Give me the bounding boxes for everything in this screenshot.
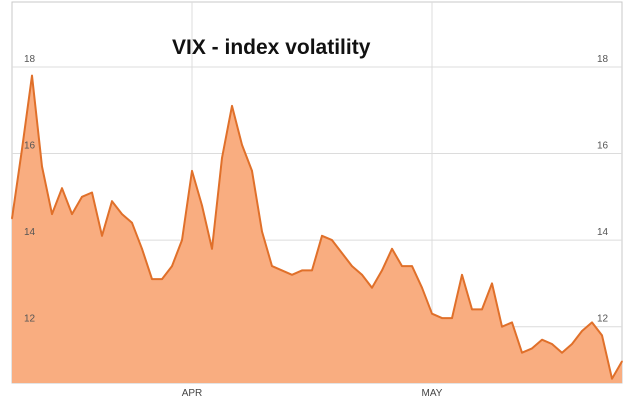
data-point: [301, 269, 303, 272]
data-point: [231, 105, 233, 107]
data-point: [591, 321, 593, 324]
data-point: [461, 273, 463, 276]
data-point: [101, 234, 103, 237]
x-tick-label-apr: APR: [182, 388, 203, 399]
chart-title: VIX - index volatility: [172, 36, 371, 59]
area-fill: [12, 75, 622, 383]
data-point: [221, 157, 223, 159]
data-point: [351, 265, 353, 267]
data-point: [311, 269, 313, 272]
y-tick-label-left-12: 12: [24, 314, 36, 325]
data-point: [521, 351, 523, 354]
y-tick-label-right-16: 16: [597, 141, 609, 152]
data-point: [291, 273, 293, 276]
data-point: [541, 338, 543, 341]
data-point: [241, 144, 243, 146]
data-point: [121, 213, 123, 215]
data-point: [481, 308, 483, 311]
data-point: [41, 165, 43, 168]
data-point: [251, 170, 253, 172]
data-point: [601, 334, 603, 337]
y-tick-label-left-16: 16: [24, 141, 36, 152]
data-point: [411, 265, 413, 267]
tick-labels-layer: 1212141416161818APRMAYJUN: [24, 54, 609, 399]
data-point: [441, 317, 443, 319]
data-point: [201, 204, 203, 207]
data-point: [611, 377, 613, 380]
data-point: [161, 278, 163, 280]
series-line: [11, 74, 623, 380]
data-point: [191, 170, 193, 172]
data-point: [331, 239, 333, 241]
data-point: [561, 351, 563, 354]
data-point: [11, 217, 13, 220]
data-point: [531, 347, 533, 350]
y-tick-label-right-12: 12: [597, 314, 609, 325]
data-point: [451, 317, 453, 319]
data-point: [371, 286, 373, 289]
data-point: [21, 148, 23, 151]
data-point: [261, 230, 263, 233]
data-point: [181, 239, 183, 241]
data-point: [391, 247, 393, 250]
data-point: [51, 213, 53, 215]
data-point: [141, 247, 143, 250]
data-point: [131, 222, 133, 224]
y-tick-label-right-14: 14: [597, 227, 609, 238]
y-tick-label-left-18: 18: [24, 54, 36, 65]
x-tick-label-may: MAY: [422, 388, 443, 399]
data-point: [271, 265, 273, 267]
data-point: [571, 343, 573, 345]
data-point: [61, 187, 63, 189]
data-point: [171, 265, 173, 267]
data-point: [491, 282, 493, 285]
data-point: [621, 360, 623, 363]
data-point: [111, 200, 113, 202]
data-point: [471, 308, 473, 311]
data-point: [421, 286, 423, 289]
data-point: [321, 234, 323, 237]
data-point: [551, 343, 553, 345]
data-point: [431, 312, 433, 315]
data-point: [381, 269, 383, 272]
data-point: [151, 278, 153, 280]
data-points: [11, 74, 623, 380]
data-point: [581, 330, 583, 332]
data-point: [401, 265, 403, 267]
data-point: [91, 191, 93, 194]
data-point: [501, 325, 503, 328]
data-point: [361, 273, 363, 276]
data-point: [341, 252, 343, 254]
data-point: [211, 247, 213, 250]
data-point: [511, 321, 513, 324]
data-point: [81, 196, 83, 198]
y-tick-label-right-18: 18: [597, 54, 609, 65]
y-tick-label-left-14: 14: [24, 227, 36, 238]
data-point: [71, 213, 73, 215]
data-point: [281, 269, 283, 272]
data-point: [31, 74, 33, 77]
